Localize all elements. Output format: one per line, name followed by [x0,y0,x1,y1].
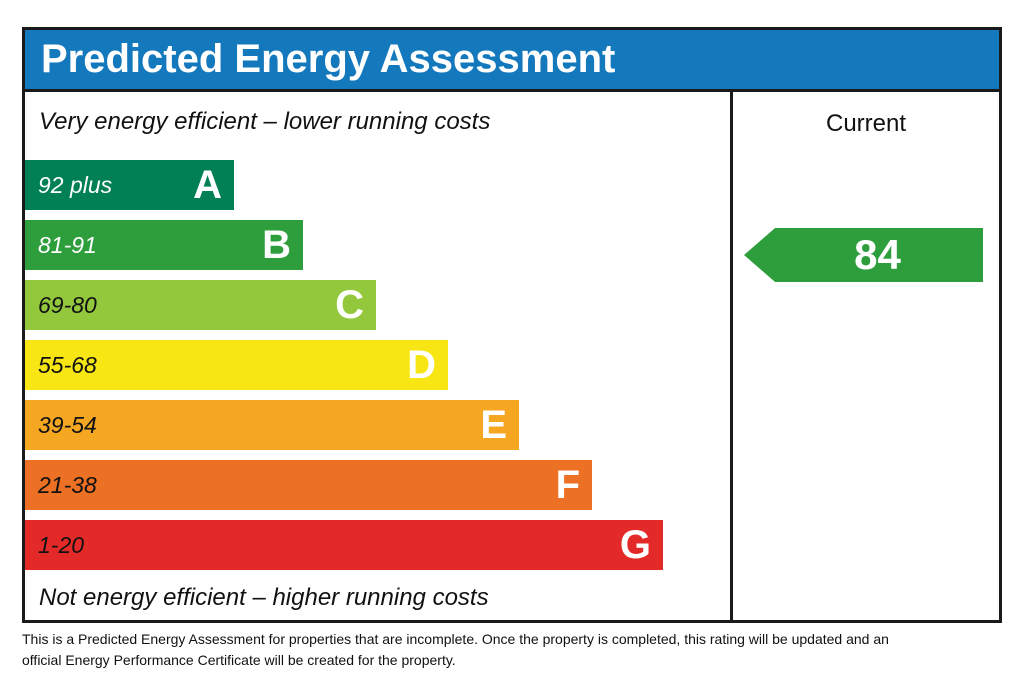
band-range-label: 21-38 [38,471,97,498]
footer-line-1: This is a Predicted Energy Assessment fo… [22,631,889,647]
band-letter: E [480,403,507,447]
band-letter: C [335,283,364,327]
current-column-header: Current [825,110,907,137]
band-b: 81-91 B [25,220,303,270]
band-a: 92 plus A [25,160,234,210]
page-title: Predicted Energy Assessment [41,37,616,81]
chart-content: Very energy efficient – lower running co… [25,92,999,620]
band-f: 21-38 F [25,460,592,510]
title-bar: Predicted Energy Assessment [25,30,999,92]
bottom-caption: Not energy efficient – higher running co… [39,584,489,611]
epc-chart-frame: Predicted Energy Assessment Very energy … [22,27,1002,623]
current-column: Current 84 [733,92,999,620]
band-range-label: 81-91 [38,231,97,258]
footer-line-2: official Energy Performance Certificate … [22,652,456,668]
band-d: 55-68 D [25,340,448,390]
band-range-label: 69-80 [38,291,97,318]
band-range-label: 55-68 [38,351,97,378]
band-c: 69-80 C [25,280,376,330]
top-caption: Very energy efficient – lower running co… [39,108,491,135]
band-range-label: 1-20 [38,531,85,558]
band-letter: G [619,523,651,567]
band-range-label: 92 plus [38,171,113,198]
footer-note: This is a Predicted Energy Assessment fo… [22,629,1002,671]
band-letter: F [555,463,580,507]
band-g: 1-20 G [25,520,663,570]
band-letter: D [407,343,436,387]
band-range-label: 39-54 [38,411,97,438]
band-letter: B [262,223,291,267]
rating-scale: Very energy efficient – lower running co… [25,92,733,620]
current-rating-value: 84 [854,231,901,278]
current-rating-arrow: 84 [744,228,983,282]
band-letter: A [193,163,222,207]
band-e: 39-54 E [25,400,519,450]
